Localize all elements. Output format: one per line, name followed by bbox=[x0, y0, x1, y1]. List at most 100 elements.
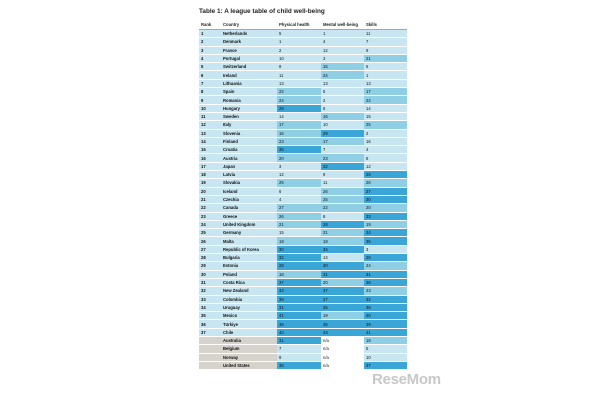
physical-health-cell: 35 bbox=[277, 145, 321, 155]
table-row: 35 Mexico 41 19 40 bbox=[199, 311, 407, 321]
rank-cell: 14 bbox=[199, 137, 221, 147]
skills-cell: 39 bbox=[364, 319, 407, 329]
table-row: 2 Denmark 1 4 7 bbox=[199, 37, 407, 47]
rank-cell: 25 bbox=[199, 228, 221, 238]
physical-health-cell: 33 bbox=[277, 286, 321, 296]
country-cell: Romania bbox=[221, 95, 277, 105]
physical-health-cell: 20 bbox=[277, 153, 321, 163]
rank-cell bbox=[199, 353, 221, 362]
mental-well-being-cell: 22 bbox=[321, 203, 364, 213]
rank-cell: 16 bbox=[199, 153, 221, 163]
mental-well-being-cell: 18 bbox=[321, 236, 364, 246]
table-row: 27 Republic of Korea 30 34 3 bbox=[199, 245, 407, 255]
rank-cell: 31 bbox=[199, 278, 221, 288]
country-cell: Switzerland bbox=[221, 62, 277, 72]
country-cell: Iceland bbox=[221, 187, 277, 196]
rank-cell: 20 bbox=[199, 187, 221, 196]
table-row: 30 Poland 18 31 31 bbox=[199, 270, 407, 279]
rank-cell: 33 bbox=[199, 295, 221, 304]
rank-cell: 34 bbox=[199, 303, 221, 313]
skills-cell: 20 bbox=[364, 203, 407, 213]
rank-cell bbox=[199, 344, 221, 354]
mental-well-being-cell: 30 bbox=[321, 261, 364, 271]
table-row: 12 Italy 17 10 25 bbox=[199, 120, 407, 130]
physical-health-cell: 18 bbox=[277, 270, 321, 279]
table-row: United States 38 n/a 37 bbox=[199, 361, 407, 371]
country-cell: Colombia bbox=[221, 295, 277, 304]
table-row: 26 Malta 19 18 35 bbox=[199, 236, 407, 246]
skills-cell: 38 bbox=[364, 303, 407, 313]
table-row: 17 Japan 3 32 12 bbox=[199, 162, 407, 172]
physical-health-cell: 17 bbox=[277, 120, 321, 130]
rank-cell: 35 bbox=[199, 311, 221, 321]
table-row: 14 Finland 23 17 16 bbox=[199, 137, 407, 147]
skills-cell: 15 bbox=[364, 112, 407, 122]
mental-well-being-cell: 15 bbox=[321, 62, 364, 72]
country-cell: Republic of Korea bbox=[221, 245, 277, 255]
table-row: Australia 31 n/a 18 bbox=[199, 336, 407, 346]
table-row: 28 Bulgaria 32 14 28 bbox=[199, 253, 407, 263]
physical-health-cell: 12 bbox=[277, 170, 321, 180]
col-header-physical-health: Physical health bbox=[277, 20, 321, 30]
physical-health-cell: 28 bbox=[277, 261, 321, 271]
mental-well-being-cell: 5 bbox=[321, 87, 364, 97]
rank-cell: 6 bbox=[199, 70, 221, 80]
table-row: 36 Türkiye 36 36 39 bbox=[199, 319, 407, 329]
rank-cell: 28 bbox=[199, 253, 221, 263]
table-row: 34 Uruguay 31 35 38 bbox=[199, 303, 407, 313]
skills-cell: 7 bbox=[364, 37, 407, 47]
rank-cell: 3 bbox=[199, 46, 221, 55]
table-row: Norway 9 n/a 10 bbox=[199, 353, 407, 362]
country-cell: Belgium bbox=[221, 344, 277, 354]
country-cell: Sweden bbox=[221, 112, 277, 122]
rank-cell: 11 bbox=[199, 112, 221, 122]
skills-cell: 25 bbox=[364, 120, 407, 130]
skills-cell: 37 bbox=[364, 361, 407, 371]
skills-cell: 30 bbox=[364, 195, 407, 205]
col-header-mental-well-being: Mental well-being bbox=[321, 20, 364, 30]
country-cell: New Zealand bbox=[221, 286, 277, 296]
mental-well-being-cell: 25 bbox=[321, 195, 364, 205]
rank-cell: 2 bbox=[199, 37, 221, 47]
country-cell: Canada bbox=[221, 203, 277, 213]
rank-cell: 19 bbox=[199, 178, 221, 188]
physical-health-cell: 19 bbox=[277, 236, 321, 246]
physical-health-cell: 5 bbox=[277, 29, 321, 39]
physical-health-cell: 21 bbox=[277, 220, 321, 230]
league-table: Rank Country Physical health Mental well… bbox=[199, 20, 407, 371]
country-cell: Türkiye bbox=[221, 319, 277, 329]
country-cell: Lithuania bbox=[221, 79, 277, 89]
physical-health-cell: 32 bbox=[277, 253, 321, 263]
physical-health-cell: 14 bbox=[277, 112, 321, 122]
mental-well-being-cell: 3 bbox=[321, 54, 364, 64]
page-title: Table 1: A league table of child well-be… bbox=[199, 8, 325, 15]
physical-health-cell: 4 bbox=[277, 195, 321, 205]
skills-cell: 23 bbox=[364, 286, 407, 296]
mental-well-being-cell: 9 bbox=[321, 170, 364, 180]
mental-well-being-cell: 19 bbox=[321, 311, 364, 321]
skills-cell: 18 bbox=[364, 336, 407, 346]
rank-cell: 37 bbox=[199, 328, 221, 338]
physical-health-cell: 15 bbox=[277, 228, 321, 238]
rank-cell bbox=[199, 361, 221, 371]
country-cell: France bbox=[221, 46, 277, 55]
mental-well-being-cell: 23 bbox=[321, 153, 364, 163]
country-cell: Spain bbox=[221, 87, 277, 97]
physical-health-cell: 6 bbox=[277, 187, 321, 196]
mental-well-being-cell: 32 bbox=[321, 162, 364, 172]
skills-cell: 2 bbox=[364, 129, 407, 138]
country-cell: Greece bbox=[221, 212, 277, 221]
mental-well-being-cell: 11 bbox=[321, 178, 364, 188]
col-header-rank: Rank bbox=[199, 20, 221, 30]
physical-health-cell: 23 bbox=[277, 137, 321, 147]
rank-cell: 5 bbox=[199, 62, 221, 72]
mental-well-being-cell: 8 bbox=[321, 212, 364, 221]
rank-cell: 22 bbox=[199, 203, 221, 213]
table-row: 4 Portugal 10 3 21 bbox=[199, 54, 407, 64]
skills-cell: 33 bbox=[364, 212, 407, 221]
mental-well-being-cell: 37 bbox=[321, 286, 364, 296]
rank-cell: 26 bbox=[199, 236, 221, 246]
skills-cell: 26 bbox=[364, 178, 407, 188]
physical-health-cell: 8 bbox=[277, 62, 321, 72]
table-row: 37 Chile 40 33 41 bbox=[199, 328, 407, 338]
